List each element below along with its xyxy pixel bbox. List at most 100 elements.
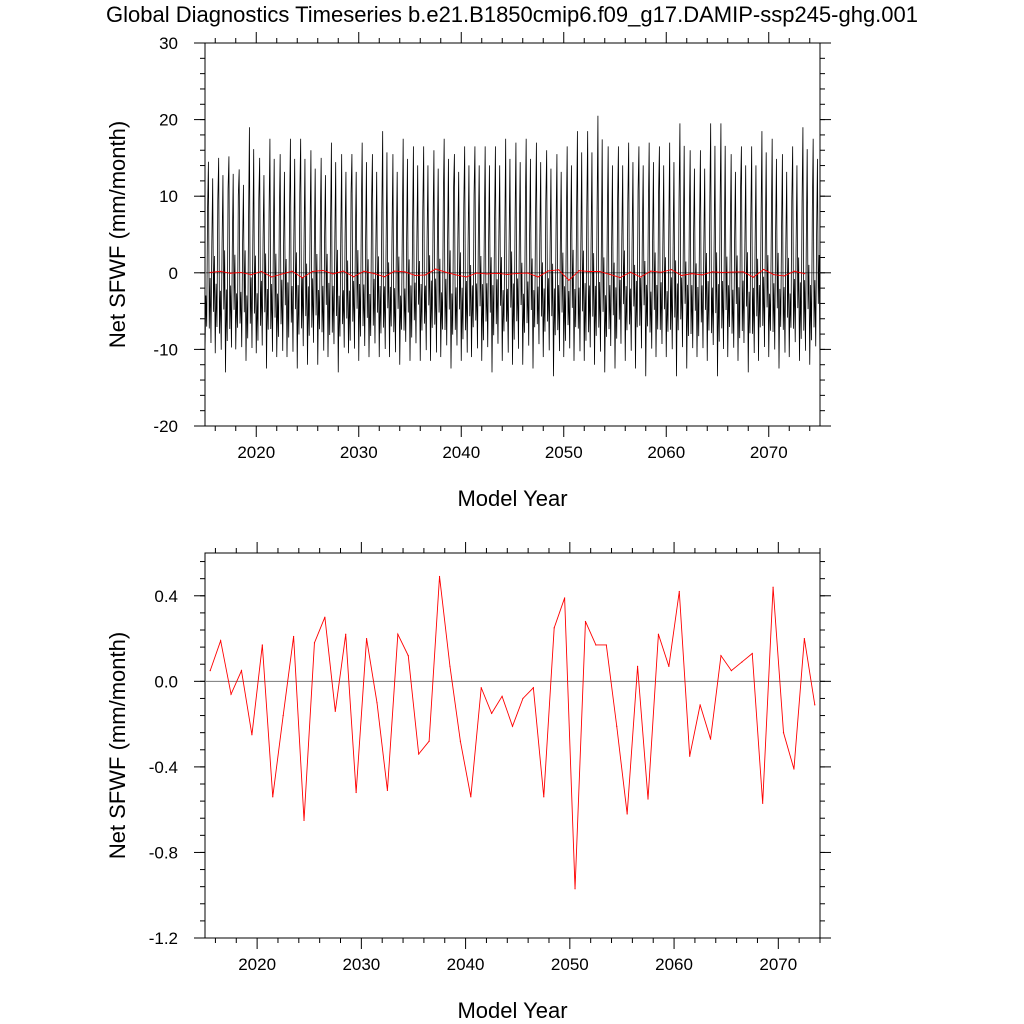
chart-1-top-data-point (230, 272, 232, 274)
chart-2-bottom-data-point (251, 734, 253, 736)
chart-2-bottom-data-point (574, 888, 576, 890)
chart-2-bottom-data-point (553, 627, 555, 629)
chart-1-top-data-point (629, 271, 631, 273)
chart-1-top-data-point (640, 276, 642, 278)
chart-1-top-data-point (250, 274, 252, 276)
chart-2-bottom-y-tick-label: -1.2 (149, 929, 178, 948)
chart-2-bottom-data-point (240, 670, 243, 672)
chart-1-top-data-point (578, 270, 580, 272)
chart-2-bottom-data-point (376, 702, 378, 704)
chart-2-bottom-data-point (230, 693, 232, 695)
chart-2-bottom-data-point (720, 655, 722, 657)
chart-1-top-data-point (394, 270, 396, 272)
chart-1-top-data-point (752, 276, 754, 278)
chart-2-bottom-data-point (668, 665, 670, 667)
chart-2-bottom-y-tick-label: 0.4 (154, 587, 178, 606)
chart-1-top-data-point (322, 269, 324, 272)
chart-2-bottom-plot-frame (204, 552, 821, 939)
chart-1-top-data-point (599, 270, 601, 273)
chart-1-top-data-point (711, 271, 713, 273)
chart-2-bottom-data-point (282, 714, 284, 717)
chart-1-top-data-point (342, 270, 344, 272)
chart-2-bottom-data-point (636, 665, 639, 667)
chart-1-top-data-point (445, 271, 447, 273)
chart-1-top-data-point (558, 269, 560, 271)
chart-2-bottom-data-point (324, 616, 326, 618)
chart-1-top-data-point (281, 273, 283, 275)
chart-1-top-data-point (537, 276, 539, 278)
chart-2-bottom-data-point (730, 670, 732, 672)
chart-2-bottom-data-point (709, 738, 712, 740)
chart-2-bottom-data-point (491, 712, 493, 715)
chart-1-top-y-tick-label: 10 (159, 187, 178, 206)
chart-1-top-y-tick-label: 30 (159, 34, 178, 53)
chart-1-top-plot-frame (204, 42, 821, 427)
chart-1-top-data-point (650, 270, 652, 272)
chart-1-top-data-point (681, 274, 683, 277)
chart-1-top-data-point (271, 276, 273, 278)
chart-1-top-data-point (312, 270, 314, 273)
chart-1-top-data-point (260, 270, 262, 273)
chart-2-bottom-x-tick-label: 2060 (655, 955, 693, 974)
chart-2-bottom-data-point (293, 635, 295, 638)
chart-1-top-data-point (609, 273, 611, 276)
chart-2-bottom-x-tick-label: 2030 (342, 955, 380, 974)
chart-1-top-data-point (547, 270, 549, 272)
chart-1-top-data-point (773, 274, 775, 276)
chart-1-top-y-tick-label: 0 (169, 264, 178, 283)
chart-2-bottom-data-point (678, 590, 680, 593)
chart-2-bottom-data-point (762, 802, 764, 804)
chart-title: Global Diagnostics Timeseries b.e21.B185… (105, 2, 918, 27)
chart-1-top-x-tick-label: 2050 (545, 443, 583, 462)
chart-1-top-data-point (517, 272, 519, 275)
chart-1-top-data-point (424, 274, 426, 276)
chart-2-bottom-data-point (438, 575, 441, 578)
chart-2-bottom-data-point (543, 796, 545, 798)
chart-2-bottom-data-point (564, 597, 566, 599)
chart-2-bottom-data-point (511, 725, 514, 727)
chart-2-bottom-data-point (220, 640, 222, 642)
chart-2-bottom-data-point (647, 798, 649, 800)
chart-2-bottom-data-point (814, 704, 816, 706)
chart-2-bottom-data-point (303, 819, 305, 821)
chart-2-bottom-data-point (595, 644, 597, 646)
chart-1-top-y-tick-label: -20 (153, 417, 178, 436)
chart-2-bottom-plot-area (205, 575, 820, 890)
chart-2-bottom-data-point (386, 789, 389, 792)
chart-2-bottom-x-tick-label: 2040 (447, 955, 485, 974)
chart-1-top-data-point (486, 273, 488, 275)
chart-1-top-x-tick-label: 2070 (750, 443, 788, 462)
chart-1-top-data-point (209, 271, 211, 274)
chart-2-bottom-data-point (501, 695, 503, 697)
chart-1-top-data-point (804, 273, 806, 275)
chart-1-top-data-point (332, 273, 334, 275)
chart-2-bottom-data-point (532, 687, 534, 689)
chart-2-bottom-data-point (407, 655, 409, 657)
chart-1-top-data-point (455, 274, 457, 276)
chart-2-bottom-data-point (480, 687, 482, 689)
chart-1-top-x-tick-label: 2060 (647, 443, 685, 462)
chart-1-top-x-tick-label: 2030 (340, 443, 378, 462)
chart-1-top-x-axis-label: Model Year (457, 486, 567, 511)
chart-1-top-data-point (465, 276, 467, 278)
chart-2-bottom-data-point (584, 620, 587, 623)
chart-2-bottom-group: 2020 2030 2040 2050 2060 2070 -1.2 -0.8 -0.4 0.0 0… (105, 542, 831, 1023)
chart-2-bottom-data-point (334, 710, 336, 712)
chart-2-bottom-y-tick-label: 0.0 (154, 672, 178, 691)
chart-1-top-data-point (219, 270, 221, 272)
chart-1-top-monthly-series-line (205, 115, 820, 377)
chart-2-bottom-data-point (626, 813, 628, 815)
chart-2-bottom-x-tick-label: 2070 (759, 955, 797, 974)
chart-1-top-data-point (742, 271, 744, 273)
chart-2-bottom-data-point (365, 637, 368, 640)
chart-1-top-data-point (414, 274, 416, 277)
chart-1-top-plot-area (205, 115, 820, 377)
chart-2-bottom-data-point (313, 642, 316, 644)
chart-2-bottom-y-tick-label: -0.4 (149, 758, 178, 777)
chart-2-bottom-data-point (209, 670, 211, 672)
chart-2-bottom-data-point (803, 637, 805, 640)
chart-2-bottom-data-point (522, 697, 524, 700)
chart-2-bottom-data-point (418, 753, 420, 755)
chart-1-top-data-point (732, 271, 734, 273)
